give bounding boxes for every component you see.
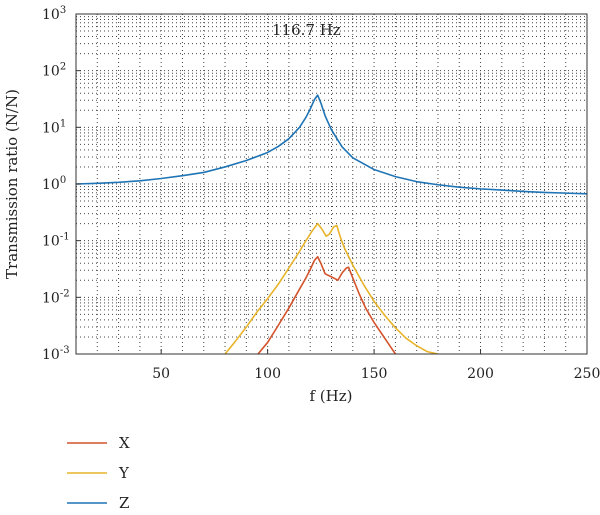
y-tick-label: 101 (42, 118, 66, 136)
y-tick-label: 10-3 (42, 345, 70, 363)
frequency-annotation: 116.7 Hz (272, 21, 341, 39)
grid (76, 14, 587, 354)
series-line-x (256, 255, 397, 354)
y-tick-label: 10-2 (42, 288, 70, 306)
legend-label-x: X (119, 434, 130, 452)
x-tick-label: 100 (254, 366, 281, 382)
y-tick-label: 103 (42, 5, 66, 23)
y-tick-label: 102 (42, 62, 66, 80)
x-tick-label: 200 (467, 366, 494, 382)
series-line-z (76, 94, 587, 195)
x-axis-label: f (Hz) (309, 387, 352, 405)
x-tick-label: 50 (152, 366, 170, 382)
legend-label-y: Y (118, 464, 130, 482)
y-tick-label: 10-1 (42, 232, 70, 250)
series-line-y (223, 222, 440, 354)
legend: XYZ (67, 434, 130, 512)
x-tick-label: 250 (574, 366, 600, 382)
legend-label-z: Z (119, 494, 129, 512)
ticks: 50 100 150 200 250 10-3 10-2 10-1 100 101 102 103 (42, 5, 600, 382)
y-axis-label: Transmission ratio (N/N) (3, 89, 21, 279)
x-tick-label: 150 (361, 366, 388, 382)
series-layer (76, 94, 587, 354)
y-tick-label: 100 (42, 175, 66, 193)
